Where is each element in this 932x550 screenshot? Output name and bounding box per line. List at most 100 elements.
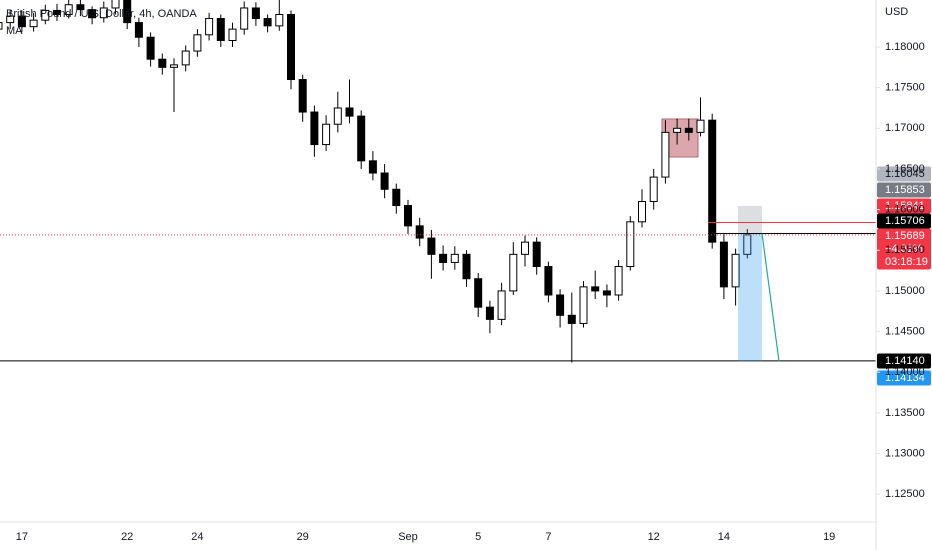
stop-zone	[738, 205, 762, 234]
y-tick-label: 1.17500	[885, 82, 925, 94]
price-badge-label: 1.15706	[885, 215, 925, 227]
candle-body	[240, 7, 249, 30]
candle-body	[0, 22, 3, 30]
overlay: 1.16045 1.15853 1.15841 1.15706 1.15689−4.01…	[877, 166, 931, 386]
candle-body	[731, 253, 740, 288]
price-badge	[877, 182, 931, 198]
candle-body	[111, 0, 120, 9]
candle-body	[357, 115, 366, 162]
candle-body	[439, 253, 448, 263]
candle-body	[509, 253, 518, 292]
price-badge	[877, 353, 931, 369]
candle-body	[497, 290, 506, 320]
price-badge	[877, 166, 931, 182]
price-badge	[877, 213, 931, 229]
candle-body	[579, 286, 588, 324]
projection-line	[761, 233, 780, 362]
candle-body	[368, 160, 377, 174]
candle-body	[521, 241, 529, 255]
y-tick-label: 1.13000	[885, 447, 925, 459]
candle-body	[392, 188, 401, 207]
y-tick-label: 1.14000	[885, 366, 925, 378]
candle-body	[708, 119, 717, 243]
candle-body	[602, 290, 611, 296]
candle-body	[123, 0, 132, 24]
candle-body	[404, 205, 412, 227]
price-badge-label: 1.15853	[885, 184, 925, 196]
candle-body	[88, 9, 97, 19]
x-tick-label: 29	[297, 531, 309, 543]
candle-body	[696, 119, 705, 133]
candle-body	[53, 9, 61, 15]
candle-body	[6, 15, 15, 24]
candle-body	[673, 127, 682, 133]
candle-body	[474, 278, 483, 308]
candle-body	[567, 314, 576, 324]
candle-body	[614, 266, 623, 296]
candle-body	[64, 4, 73, 15]
candle-body	[345, 107, 354, 117]
y-tick-label: 1.13500	[885, 407, 925, 419]
candle-body	[450, 253, 459, 263]
price-badge-label: 1.14134	[885, 372, 925, 384]
axis-unit: USD	[885, 6, 908, 18]
candle-body	[649, 176, 658, 202]
candle-body	[638, 200, 646, 223]
candle-body	[29, 19, 38, 28]
candle-body	[17, 15, 26, 28]
x-tick-label: Sep	[398, 531, 418, 543]
candle-body	[485, 306, 494, 320]
y-tick-label: 1.15500	[885, 244, 925, 256]
candle-body	[76, 4, 85, 11]
x-tick-label: 17	[16, 531, 28, 543]
y-tick-label: 1.16000	[885, 204, 925, 216]
candle-body	[719, 241, 728, 288]
y-tick-label: 1.14500	[885, 325, 925, 337]
candle-body	[532, 241, 541, 268]
candle-body	[228, 28, 237, 41]
y-tick-label: 1.12500	[885, 488, 925, 500]
y-tick-label: 1.16500	[885, 163, 925, 175]
candle-body	[322, 123, 331, 146]
candle-body	[99, 7, 108, 19]
candle-body	[263, 18, 272, 27]
candle-body	[544, 266, 553, 296]
y-tick-label: 1.18000	[885, 41, 925, 53]
candle-body	[380, 172, 389, 190]
candle-body	[181, 50, 190, 66]
y-tick-label: 1.15000	[885, 285, 925, 297]
x-tick-label: 5	[475, 531, 481, 543]
price-badge	[877, 198, 931, 214]
candle-body	[556, 294, 565, 316]
price-badge-label: 1.14140	[885, 355, 925, 367]
candle-body	[427, 237, 436, 255]
candle-body	[684, 127, 693, 133]
x-tick-label: 22	[121, 531, 133, 543]
candle-body	[205, 18, 214, 36]
price-badge	[877, 370, 931, 386]
x-tick-label: 7	[545, 531, 551, 543]
candle-body	[216, 18, 225, 41]
candle-body	[462, 253, 471, 280]
candle-body	[146, 36, 155, 60]
candle-body	[275, 13, 284, 27]
indicator-label: MA	[6, 25, 23, 37]
candle-body	[415, 225, 424, 239]
price-badge-label: 1.15841	[885, 200, 925, 212]
candle-body	[287, 13, 295, 81]
candle-body	[298, 79, 307, 113]
candle-body	[41, 9, 50, 21]
price-badge-label: 1.16045	[885, 168, 925, 180]
x-tick-label: 12	[648, 531, 660, 543]
candle-body	[333, 107, 342, 125]
candle-body	[170, 64, 178, 68]
candle-body	[193, 34, 202, 52]
price-change: −4.01%	[885, 243, 923, 255]
bar-countdown: 03:18:19	[885, 256, 928, 268]
x-tick-label: 19	[823, 531, 835, 543]
candle-body	[158, 58, 167, 68]
x-tick-label: 24	[191, 531, 203, 543]
chart-title: British Pound / U.S. Dollar, 4h, OANDA	[6, 8, 197, 20]
candle-body	[134, 22, 143, 38]
